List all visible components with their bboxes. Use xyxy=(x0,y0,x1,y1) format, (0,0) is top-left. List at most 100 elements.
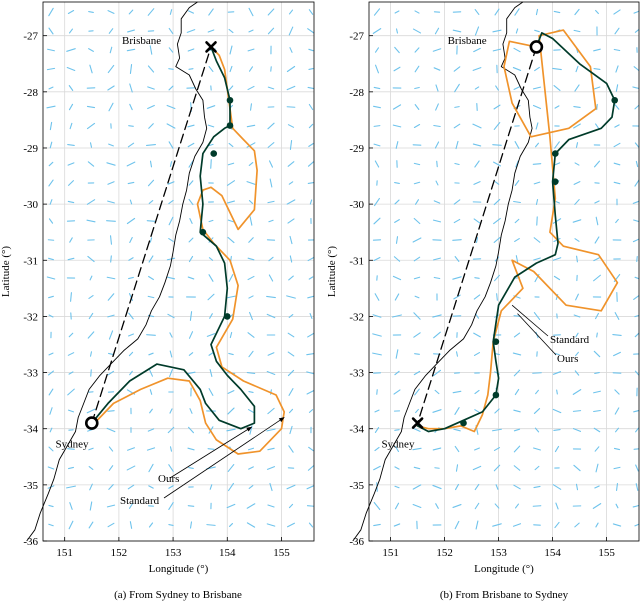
current-arrow xyxy=(226,180,236,186)
current-arrow xyxy=(89,483,93,491)
current-arrow xyxy=(288,181,294,185)
current-arrow xyxy=(574,199,580,205)
current-arrow xyxy=(493,122,501,130)
current-arrow xyxy=(47,466,55,470)
panel-a-series xyxy=(90,46,286,455)
city-label-brisbane: Brisbane xyxy=(122,35,161,47)
current-arrow xyxy=(67,388,75,396)
y-tick-label: -32 xyxy=(23,311,38,323)
current-arrow xyxy=(128,276,134,280)
panel-b-coastline xyxy=(352,1,533,542)
current-arrow xyxy=(88,10,94,14)
current-arrow xyxy=(188,352,194,356)
current-arrow xyxy=(287,522,295,528)
current-arrow xyxy=(228,274,234,282)
current-arrow xyxy=(267,407,275,415)
current-arrow xyxy=(249,216,253,226)
current-arrow xyxy=(86,122,96,130)
current-arrow xyxy=(167,426,175,434)
current-arrow xyxy=(633,219,639,223)
current-arrow xyxy=(188,467,194,469)
current-arrow xyxy=(634,314,639,318)
start-marker xyxy=(529,40,544,54)
current-arrow xyxy=(69,502,73,510)
current-arrow xyxy=(374,47,380,53)
current-arrow xyxy=(107,10,115,14)
current-arrow xyxy=(266,370,276,376)
annotation-arrow-ours xyxy=(169,426,253,479)
current-arrow xyxy=(535,199,539,205)
current-arrow xyxy=(593,68,601,70)
current-arrow xyxy=(414,353,420,355)
annotation-arrow-standard xyxy=(511,304,549,337)
waypoint-marker xyxy=(199,228,207,236)
waypoint-marker xyxy=(552,150,559,157)
current-arrow xyxy=(288,9,294,15)
current-arrow xyxy=(393,66,401,72)
current-arrow xyxy=(147,8,155,16)
current-arrow xyxy=(514,388,520,396)
current-arrow xyxy=(535,122,539,130)
panel-a-markers xyxy=(84,41,234,430)
current-arrow xyxy=(288,26,294,36)
current-arrow xyxy=(148,485,154,489)
panel-b-y-label: Latitude (°) xyxy=(326,246,338,297)
current-arrow xyxy=(473,294,481,300)
current-arrow xyxy=(288,275,294,281)
current-arrow xyxy=(493,464,501,472)
current-arrow xyxy=(514,141,520,149)
current-arrow xyxy=(308,276,314,280)
current-arrow xyxy=(248,485,254,489)
current-arrow xyxy=(106,276,116,280)
current-arrow xyxy=(554,352,560,356)
current-arrow xyxy=(67,162,75,166)
current-arrow xyxy=(413,162,421,166)
current-arrow xyxy=(87,255,95,263)
current-arrow xyxy=(632,200,639,204)
current-arrow xyxy=(189,311,193,321)
current-arrow xyxy=(286,65,296,73)
current-arrow xyxy=(432,447,442,451)
current-arrow xyxy=(307,181,314,185)
current-arrow xyxy=(552,218,562,224)
ours-route xyxy=(90,46,256,430)
current-arrow xyxy=(634,104,639,110)
current-arrow xyxy=(208,219,214,223)
current-arrow xyxy=(89,64,93,74)
current-arrow xyxy=(108,352,114,356)
panel-b-markers xyxy=(411,40,618,429)
current-arrow xyxy=(227,463,235,473)
current-arrow xyxy=(229,45,233,55)
current-arrow xyxy=(472,143,482,147)
current-arrow xyxy=(87,161,95,167)
current-arrow xyxy=(514,218,520,224)
current-arrow xyxy=(129,103,133,111)
current-arrow xyxy=(473,352,481,356)
current-arrow xyxy=(373,8,381,16)
current-arrow xyxy=(413,217,421,225)
current-arrow xyxy=(414,10,420,14)
current-arrow xyxy=(454,106,460,108)
current-arrow xyxy=(308,446,314,452)
panel-a-x-ticks: 151 152 153 154 155 xyxy=(56,537,290,559)
current-arrow xyxy=(393,256,401,262)
current-arrow xyxy=(433,331,441,339)
current-arrow xyxy=(373,105,381,109)
x-tick-label: 154 xyxy=(544,547,561,559)
current-arrow xyxy=(372,352,382,356)
current-arrow xyxy=(267,447,275,451)
current-arrow xyxy=(593,86,601,90)
current-arrow xyxy=(414,65,420,73)
current-arrow xyxy=(208,66,214,72)
current-arrow xyxy=(247,85,255,91)
current-arrow xyxy=(554,445,560,453)
current-arrow xyxy=(48,27,54,35)
current-arrow xyxy=(432,409,442,413)
current-arrow xyxy=(635,427,639,433)
current-arrow xyxy=(574,370,580,376)
current-arrow xyxy=(149,408,153,414)
current-arrow xyxy=(247,257,255,261)
current-arrow xyxy=(554,105,560,109)
current-arrow xyxy=(614,407,620,415)
current-arrow xyxy=(595,522,599,528)
